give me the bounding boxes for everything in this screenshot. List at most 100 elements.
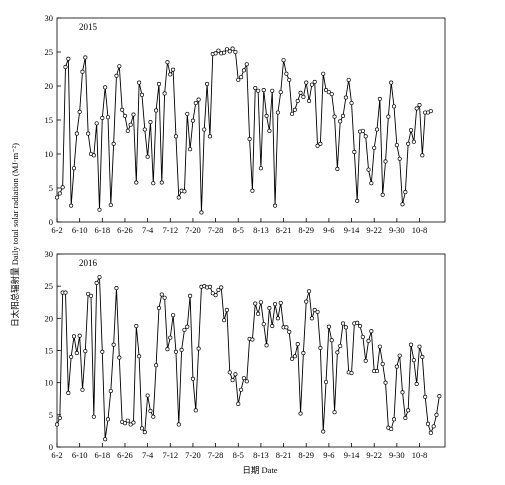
data-point [94,121,99,126]
data-point [383,159,388,164]
x-tick-label: 8-13 [253,225,269,235]
data-point [71,334,77,339]
data-point [117,355,122,360]
x-tick-label: 9-30 [389,450,405,460]
data-point [151,181,156,186]
data-point [386,114,391,119]
data-point [270,323,275,329]
data-point [148,119,153,125]
data-point [374,127,380,132]
data-point [315,309,320,314]
data-point [309,82,314,87]
data-point [185,111,190,116]
data-point [199,210,204,215]
series-line [56,47,432,213]
data-point [304,80,309,85]
data-point [309,316,314,321]
data-point [227,370,232,375]
data-point [86,291,91,296]
data-point [236,401,241,406]
data-point [122,113,128,118]
data-point [100,349,105,354]
data-point [173,349,179,354]
data-point [301,94,306,99]
data-point [425,421,431,426]
panel-2015: 0 5 10 15 20 25 30 6-2 6-10 6-18 6-26 7-4 7-12 7-20 7-… [45,13,446,235]
data-point [256,88,261,93]
data-point [403,415,408,421]
data-point [278,90,283,95]
data-point [210,291,215,296]
y-tick-label: 15 [45,346,54,356]
data-point [63,290,68,295]
data-point [97,207,102,212]
data-point [267,128,272,133]
data-point [417,102,422,108]
data-point [54,195,60,200]
data-point [156,81,162,87]
data-point [363,358,368,363]
y-tick-label: 30 [45,249,54,259]
data-point [423,394,428,399]
y-tick-label: 5 [49,183,53,193]
x-tick-label: 9-22 [366,225,382,235]
data-point [349,100,354,106]
data-point [86,131,91,136]
data-point [60,185,65,190]
data-point [281,58,286,63]
data-point [196,346,201,351]
plot-frame [56,253,446,448]
data-point [117,64,122,69]
x-tick-label: 6-10 [72,450,88,460]
data-point [332,410,337,415]
data-point [329,338,334,343]
data-point [420,354,425,359]
data-point [202,127,207,132]
data-point [125,418,130,423]
data-point [131,420,136,425]
data-point [71,166,77,171]
data-point [397,156,402,161]
data-point [222,50,227,55]
y-axis-title: 日太阳总辐射量 Daily total solar radiation (MJ·… [10,143,20,327]
data-point [318,345,323,350]
panel-year-label: 2016 [79,258,98,268]
data-point [97,275,102,280]
data-point [332,114,337,119]
data-point [171,313,176,318]
data-point [74,351,79,356]
data-point [292,354,297,359]
x-tick-label: 7-12 [162,225,178,235]
data-point [312,79,317,84]
data-point [406,141,411,146]
data-point [340,321,346,326]
data-point [105,417,111,422]
data-point [366,338,371,343]
x-tick-label: 7-4 [142,450,154,460]
data-point [352,149,357,155]
data-point [162,295,167,300]
y-tick-label: 20 [45,81,54,91]
data-point [222,318,227,323]
data-point [287,329,292,334]
data-point [108,202,113,208]
data-point [275,110,280,115]
data-point [134,323,139,329]
data-point [131,112,136,117]
data-point [326,90,331,95]
y-tick-label: 30 [45,13,54,23]
data-point [54,422,60,427]
data-point [403,190,408,195]
data-point [321,429,326,434]
x-tick-label: 8-5 [233,450,244,460]
data-point [284,325,289,330]
x-tick-label: 6-10 [72,225,88,235]
data-point [159,180,164,185]
data-point [196,97,201,102]
data-point [241,68,246,73]
data-point [134,180,139,185]
data-point [391,104,397,109]
data-point [193,100,198,106]
data-point [108,388,113,394]
